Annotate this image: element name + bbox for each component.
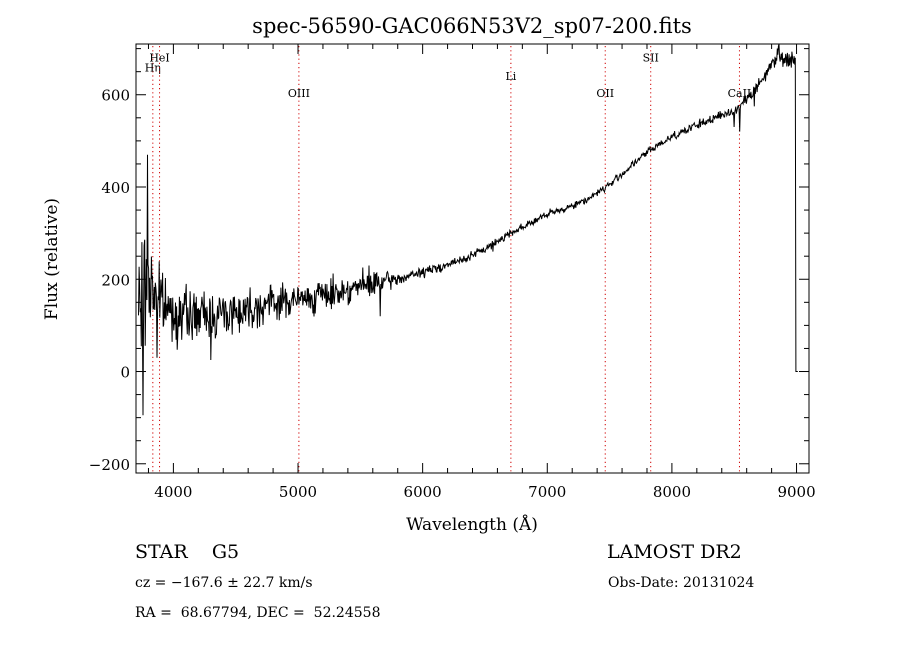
y-tick-label: 400 <box>101 179 130 197</box>
spectral-line-label: SII <box>643 52 659 65</box>
sky-coordinates: RA = 68.67794, DEC = 52.24558 <box>135 605 381 621</box>
spectral-line-label: Li <box>505 70 516 83</box>
y-axis: −200 0 200 400 600 <box>89 48 809 474</box>
x-tick-label: 6000 <box>404 483 442 501</box>
spectrum-series-line <box>138 43 798 416</box>
y-tick-label: −200 <box>89 456 130 474</box>
plot-frame <box>135 43 810 474</box>
redshift-cz: cz = −167.6 ± 22.7 km/s <box>135 575 313 591</box>
x-tick-label: 7000 <box>528 483 566 501</box>
chart-title: spec-56590-GAC066N53V2_sp07-200.fits <box>252 14 692 38</box>
object-class: STAR G5 <box>135 541 240 563</box>
y-tick-label: 200 <box>101 271 130 289</box>
x-tick-label: 9000 <box>777 483 815 501</box>
x-axis: 4000 5000 6000 7000 8000 9000 <box>147 44 816 501</box>
observation-date: Obs-Date: 20131024 <box>608 575 755 591</box>
spectrum-plot: spec-56590-GAC066N53V2_sp07-200.fits HηH… <box>42 14 816 535</box>
x-tick-label: 4000 <box>154 483 192 501</box>
survey-name: LAMOST DR2 <box>607 541 742 563</box>
spectral-line-label: HeI <box>149 52 169 65</box>
x-tick-label: 5000 <box>279 483 317 501</box>
x-axis-label: Wavelength (Å) <box>406 514 538 535</box>
y-tick-label: 0 <box>120 364 130 382</box>
spectral-line-label: Hη <box>145 62 161 75</box>
y-axis-label: Flux (relative) <box>42 198 62 320</box>
spectral-line-label: OIII <box>288 87 310 100</box>
x-tick-label: 8000 <box>653 483 691 501</box>
spectral-line-label: OII <box>596 87 614 100</box>
y-tick-label: 600 <box>101 87 130 105</box>
